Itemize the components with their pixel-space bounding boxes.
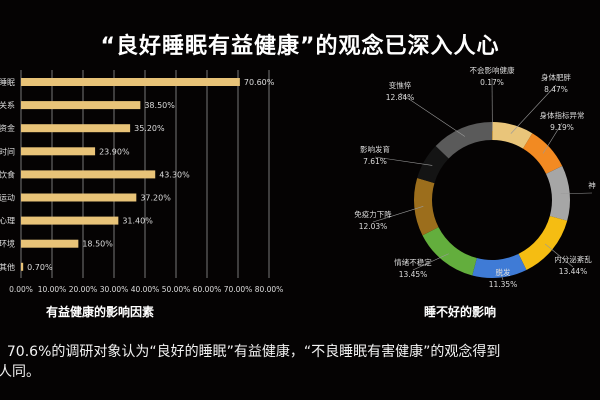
x-tick-label: 20.00% (69, 285, 98, 294)
x-tick-label: 40.00% (131, 285, 160, 294)
donut-chart-title: 睡不好的影响 (424, 304, 496, 319)
donut-slice (492, 122, 533, 149)
bar (21, 216, 119, 225)
donut-slice (546, 166, 570, 221)
slice-value: 8.47% (544, 85, 568, 94)
leader-line (510, 84, 557, 134)
slice-value: 12.84% (386, 93, 415, 102)
slice-value: 13.44% (559, 267, 588, 276)
leader-line (544, 243, 574, 268)
y-tick-label: 心理 (0, 217, 15, 226)
x-tick-label: 60.00% (193, 285, 222, 294)
x-tick-label: 80.00% (255, 285, 284, 294)
x-tick-label: 50.00% (162, 285, 191, 294)
bar (21, 78, 240, 86)
slice-value: 7.61% (363, 157, 387, 166)
data-label: 38.50% (144, 101, 175, 110)
leader-line (374, 156, 433, 166)
caption-line-1: 70.6%的调研对象认为“良好的睡眠”有益健康，“不良睡眠有害健康”的观念得到 (0, 344, 501, 360)
data-label: 35.20% (134, 124, 165, 133)
data-label: 31.40% (122, 217, 153, 226)
leader-line (542, 122, 563, 154)
leader-line (399, 92, 466, 137)
slice-label: 神 (588, 180, 596, 190)
x-tick-label: 30.00% (100, 285, 129, 294)
slice-value: 13.45% (399, 270, 428, 279)
y-tick-label: 关系 (0, 100, 15, 110)
donut-slice (417, 146, 449, 184)
slice-label: 免疫力下降 (354, 209, 392, 219)
bar (21, 170, 156, 179)
slice-value: 9.19% (550, 123, 574, 132)
y-tick-label: 其他 (0, 262, 15, 272)
bar (21, 124, 131, 133)
slice-label: 身体肥胖 (541, 72, 571, 82)
y-tick-label: 环境 (0, 239, 15, 249)
donut-slice (472, 253, 527, 278)
caption-line-2: 人同。 (0, 364, 40, 380)
leader-line (372, 206, 424, 223)
slice-value: 11.35% (489, 280, 518, 289)
slice-label: 内分泌紊乱 (554, 254, 592, 264)
data-label: 70.60% (244, 78, 275, 87)
bar (21, 239, 79, 248)
slice-label: 情绪不稳定 (394, 257, 432, 267)
bar (21, 193, 137, 202)
donut-slice (414, 178, 439, 236)
x-tick-label: 10.00% (38, 285, 67, 294)
y-tick-label: 资金 (0, 123, 15, 133)
leader-line (412, 253, 449, 271)
bar-chart-title: 有益健康的影响因素 (46, 304, 154, 319)
data-label: 18.50% (82, 240, 113, 249)
bar-chart: 0.00% 10.00% 20.00% 30.00% 40.00% 50.00% 60.00… (0, 70, 283, 294)
donut-slice (435, 122, 492, 159)
bar (21, 262, 24, 271)
page-title: “良好睡眠有益健康”的观念已深入人心 (100, 34, 500, 59)
y-tick-label: 时间 (0, 146, 15, 156)
donut-slice (518, 215, 568, 270)
leader-line (560, 192, 593, 195)
y-tick-label: 饮食 (0, 169, 15, 179)
data-label: 37.20% (140, 194, 171, 203)
x-tick-label: 70.00% (224, 285, 253, 294)
y-tick-label: 运动 (0, 193, 15, 203)
data-label: 0.70% (27, 263, 53, 272)
caption: 70.6%的调研对象认为“良好的睡眠”有益健康，“不良睡眠有害健康”的观念得到 … (0, 342, 500, 382)
data-label: 43.30% (159, 170, 190, 179)
slice-label: 不会影响健康 (470, 65, 515, 75)
donut-slice (422, 227, 477, 276)
slice-label: 身体指标异常 (540, 110, 585, 120)
slice-label: 脱发 (496, 267, 511, 277)
slice-value: 0.17% (480, 78, 504, 87)
slice-label: 变憔悴 (389, 80, 412, 90)
y-tick-label: 睡眠 (0, 78, 15, 87)
leader-line (498, 268, 504, 281)
data-label: 23.90% (99, 147, 130, 156)
slice-value: 12.03% (359, 222, 388, 231)
donut-slice (522, 133, 563, 174)
bar (21, 147, 96, 156)
x-tick-label: 0.00% (9, 285, 33, 294)
slice-label: 影响发育 (360, 144, 390, 154)
bar (21, 101, 141, 110)
